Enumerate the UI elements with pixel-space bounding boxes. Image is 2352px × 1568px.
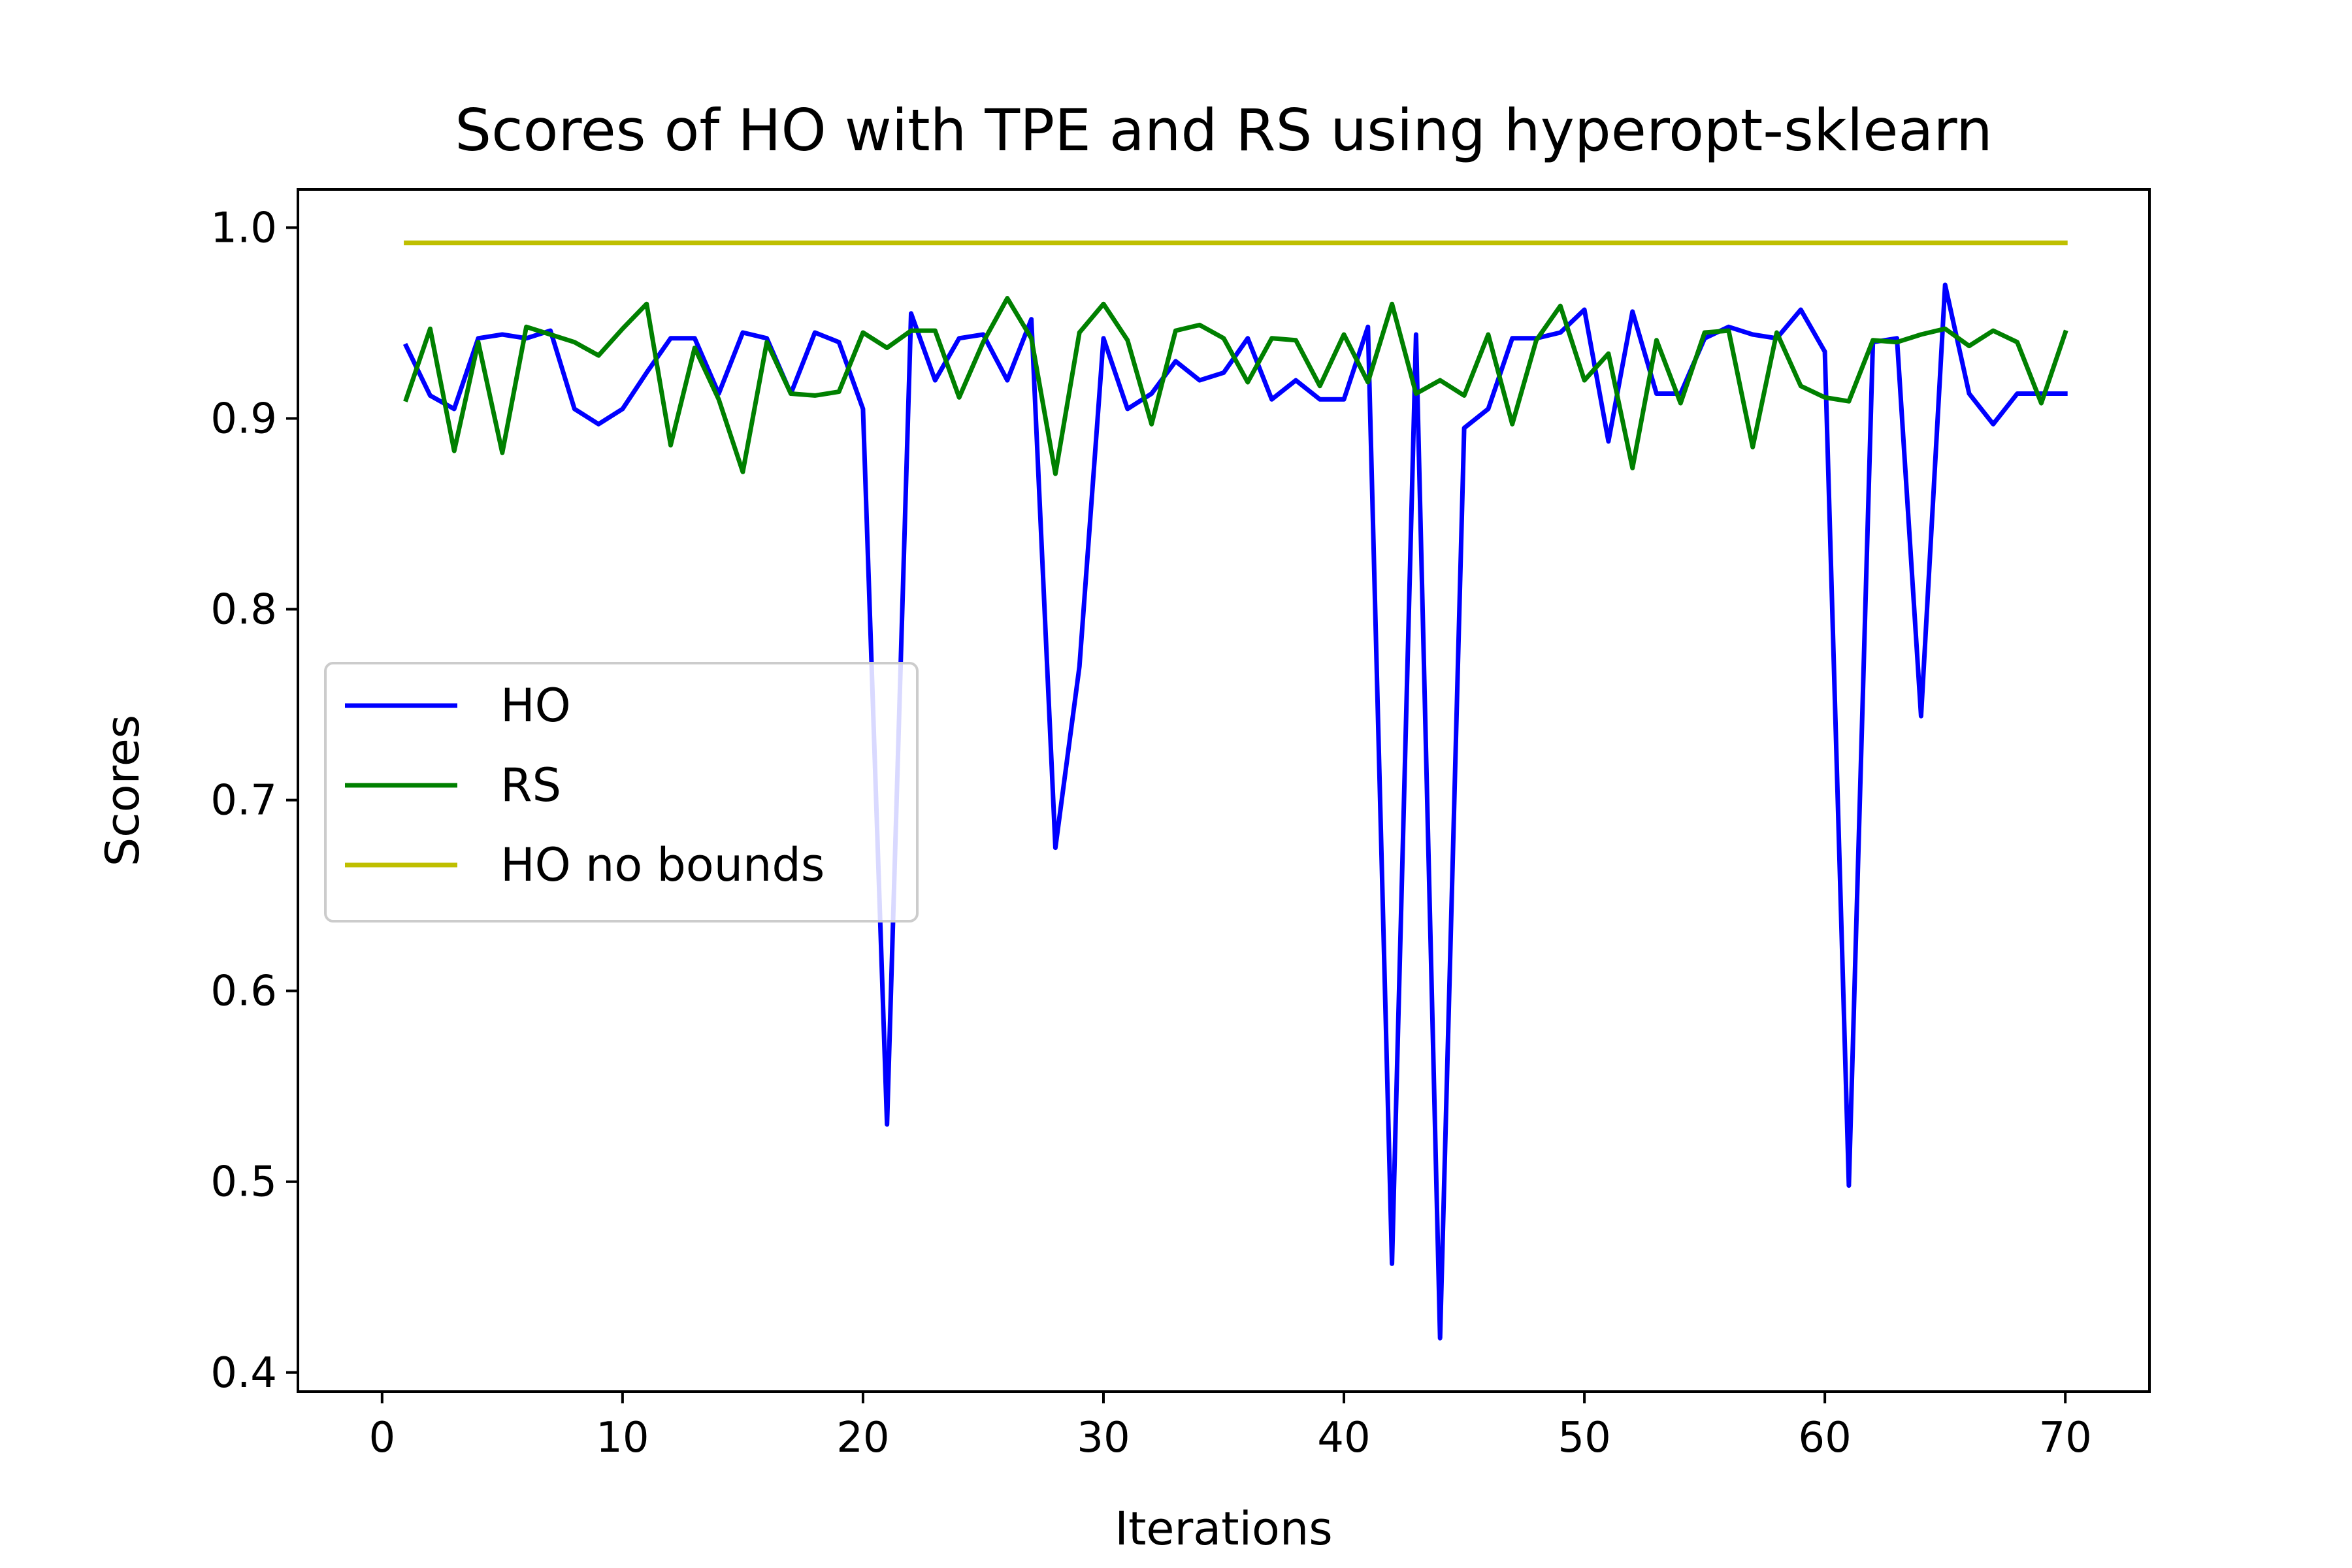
chart-title: Scores of HO with TPE and RS using hyper… — [455, 97, 1993, 164]
y-tick-label: 0.6 — [210, 968, 277, 1016]
legend-label: HO no bounds — [500, 838, 825, 892]
y-axis: 0.4 0.5 0.6 0.7 0.8 0.9 1.0 — [210, 204, 298, 1397]
plot-area — [297, 188, 2151, 1393]
plot-frame — [297, 188, 2151, 1393]
legend-box — [324, 662, 919, 923]
x-tick-label: 70 — [2038, 1414, 2091, 1462]
y-tick-label: 0.5 — [210, 1158, 277, 1207]
y-tick-label: 0.4 — [210, 1349, 277, 1397]
x-tick-label: 40 — [1317, 1414, 1370, 1462]
x-axis-title: Iterations — [1115, 1502, 1332, 1556]
legend-label: HO — [500, 679, 571, 732]
x-tick-label: 30 — [1077, 1414, 1130, 1462]
legend-label: RS — [500, 759, 561, 812]
series-layer — [402, 240, 2068, 1341]
y-tick-label: 0.7 — [210, 777, 277, 825]
legend: HO RS HO no bounds — [324, 662, 919, 923]
y-tick-label: 0.8 — [210, 586, 277, 634]
x-tick-label: 10 — [596, 1414, 649, 1462]
x-tick-label: 60 — [1798, 1414, 1851, 1462]
x-tick-label: 50 — [1558, 1414, 1610, 1462]
series-line-2 — [403, 296, 2068, 476]
y-axis-title: Scores — [96, 715, 150, 867]
y-tick-label: 0.9 — [210, 395, 277, 443]
y-tick-label: 1.0 — [210, 204, 277, 252]
x-tick-label: 20 — [836, 1414, 889, 1462]
x-tick-label: 0 — [368, 1414, 395, 1462]
x-axis: 0 10 20 30 40 50 60 70 — [368, 1392, 2092, 1462]
series-line-1 — [402, 282, 2068, 1341]
